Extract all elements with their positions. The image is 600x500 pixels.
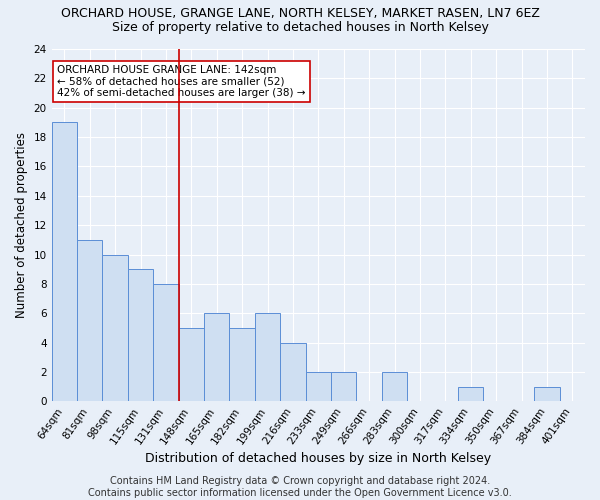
Text: ORCHARD HOUSE, GRANGE LANE, NORTH KELSEY, MARKET RASEN, LN7 6EZ: ORCHARD HOUSE, GRANGE LANE, NORTH KELSEY… (61, 8, 539, 20)
Text: Contains HM Land Registry data © Crown copyright and database right 2024.
Contai: Contains HM Land Registry data © Crown c… (88, 476, 512, 498)
Bar (458, 386, 484, 402)
Bar (305, 372, 331, 402)
Bar (204, 314, 229, 402)
Bar (153, 284, 179, 402)
Bar (534, 386, 560, 402)
Text: ORCHARD HOUSE GRANGE LANE: 142sqm
← 58% of detached houses are smaller (52)
42% : ORCHARD HOUSE GRANGE LANE: 142sqm ← 58% … (57, 65, 305, 98)
Bar (255, 314, 280, 402)
Bar (52, 122, 77, 402)
Bar (280, 342, 305, 402)
Bar (382, 372, 407, 402)
Bar (229, 328, 255, 402)
Bar (179, 328, 204, 402)
Bar (77, 240, 103, 402)
Bar (103, 254, 128, 402)
Y-axis label: Number of detached properties: Number of detached properties (15, 132, 28, 318)
Text: Size of property relative to detached houses in North Kelsey: Size of property relative to detached ho… (112, 21, 488, 34)
Bar (331, 372, 356, 402)
Bar (128, 269, 153, 402)
X-axis label: Distribution of detached houses by size in North Kelsey: Distribution of detached houses by size … (145, 452, 491, 465)
